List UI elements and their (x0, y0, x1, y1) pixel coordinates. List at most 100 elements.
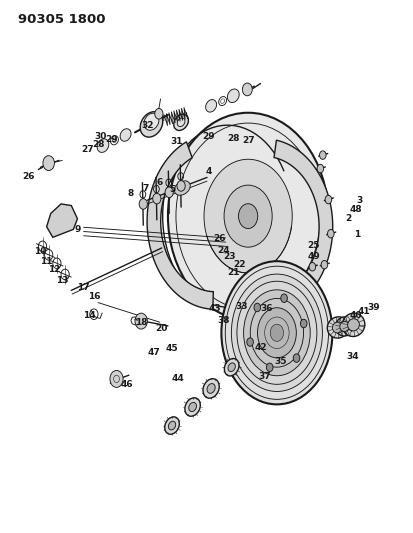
Circle shape (43, 156, 54, 171)
Ellipse shape (228, 363, 235, 372)
Circle shape (243, 290, 309, 376)
Text: 17: 17 (77, 283, 90, 292)
Circle shape (327, 229, 333, 238)
Circle shape (168, 113, 328, 319)
Ellipse shape (224, 359, 238, 376)
Circle shape (242, 83, 252, 96)
Text: 9: 9 (74, 225, 81, 234)
Text: 18: 18 (135, 318, 147, 327)
Text: 40: 40 (349, 311, 361, 320)
Ellipse shape (206, 384, 215, 393)
Circle shape (309, 263, 315, 271)
Text: 49: 49 (307, 253, 320, 262)
Circle shape (204, 159, 292, 273)
Circle shape (223, 185, 271, 247)
Ellipse shape (339, 321, 349, 332)
Circle shape (231, 274, 322, 391)
Text: 37: 37 (258, 372, 270, 381)
Ellipse shape (140, 112, 162, 137)
Circle shape (292, 354, 299, 362)
Text: 27: 27 (81, 146, 94, 155)
Ellipse shape (144, 113, 159, 130)
Circle shape (165, 187, 173, 198)
Text: 5: 5 (169, 185, 175, 194)
Text: 14: 14 (83, 311, 96, 320)
Text: 1: 1 (353, 230, 359, 239)
Ellipse shape (332, 322, 343, 333)
Ellipse shape (174, 181, 190, 195)
Text: 32: 32 (141, 122, 153, 131)
Circle shape (316, 164, 323, 173)
Text: 3: 3 (355, 196, 361, 205)
Circle shape (324, 195, 331, 204)
Ellipse shape (327, 317, 348, 338)
Text: 28: 28 (92, 140, 104, 149)
Text: 44: 44 (171, 374, 184, 383)
Ellipse shape (342, 313, 364, 336)
Ellipse shape (347, 319, 358, 331)
Circle shape (319, 151, 325, 159)
Circle shape (300, 319, 306, 328)
Ellipse shape (173, 114, 188, 131)
Text: 33: 33 (235, 302, 248, 311)
Circle shape (152, 193, 161, 204)
Text: 13: 13 (56, 276, 68, 285)
Polygon shape (47, 204, 77, 237)
Text: 28: 28 (227, 134, 240, 143)
Circle shape (246, 338, 253, 346)
Ellipse shape (335, 317, 353, 336)
Circle shape (254, 303, 260, 312)
Text: 26: 26 (22, 172, 34, 181)
Circle shape (270, 324, 283, 341)
Circle shape (154, 109, 163, 119)
Circle shape (221, 261, 332, 405)
Circle shape (135, 313, 147, 329)
Text: 41: 41 (357, 307, 370, 316)
Text: 27: 27 (241, 136, 254, 145)
Text: 30: 30 (94, 132, 106, 141)
Text: 10: 10 (34, 247, 47, 256)
Circle shape (266, 363, 272, 372)
Circle shape (257, 308, 296, 358)
Text: 35: 35 (274, 358, 287, 367)
Text: 21: 21 (227, 268, 240, 277)
Ellipse shape (205, 100, 216, 112)
Ellipse shape (218, 96, 226, 106)
Circle shape (280, 294, 287, 302)
Text: 38: 38 (217, 316, 229, 325)
Text: 2: 2 (345, 214, 351, 223)
Ellipse shape (164, 417, 179, 434)
Circle shape (320, 261, 327, 269)
Text: 26: 26 (213, 235, 225, 244)
Ellipse shape (97, 139, 109, 152)
Text: 25: 25 (307, 241, 319, 250)
Ellipse shape (188, 402, 196, 411)
Text: 48: 48 (349, 205, 361, 214)
Circle shape (238, 204, 257, 229)
Text: 12: 12 (47, 265, 60, 273)
Text: 24: 24 (216, 246, 229, 255)
Text: 16: 16 (88, 292, 100, 301)
Text: 47: 47 (147, 348, 159, 357)
Text: 36: 36 (260, 304, 272, 313)
Text: 29: 29 (105, 135, 118, 144)
Polygon shape (147, 142, 213, 309)
Text: 20: 20 (155, 324, 168, 333)
Ellipse shape (168, 421, 175, 430)
Text: 6: 6 (156, 178, 162, 187)
Text: 22: 22 (233, 261, 246, 269)
Text: 31: 31 (169, 138, 182, 147)
Text: 39: 39 (366, 303, 379, 312)
Text: 90305 1800: 90305 1800 (18, 13, 105, 26)
Text: 29: 29 (202, 132, 215, 141)
Circle shape (139, 199, 147, 209)
Text: 4: 4 (205, 166, 212, 175)
Text: 8: 8 (128, 189, 134, 198)
Text: 43: 43 (208, 304, 220, 313)
Ellipse shape (120, 129, 131, 141)
Text: 42: 42 (254, 343, 266, 352)
Text: 45: 45 (165, 344, 178, 353)
Circle shape (110, 370, 123, 387)
Text: 46: 46 (120, 379, 133, 389)
Polygon shape (273, 140, 332, 298)
